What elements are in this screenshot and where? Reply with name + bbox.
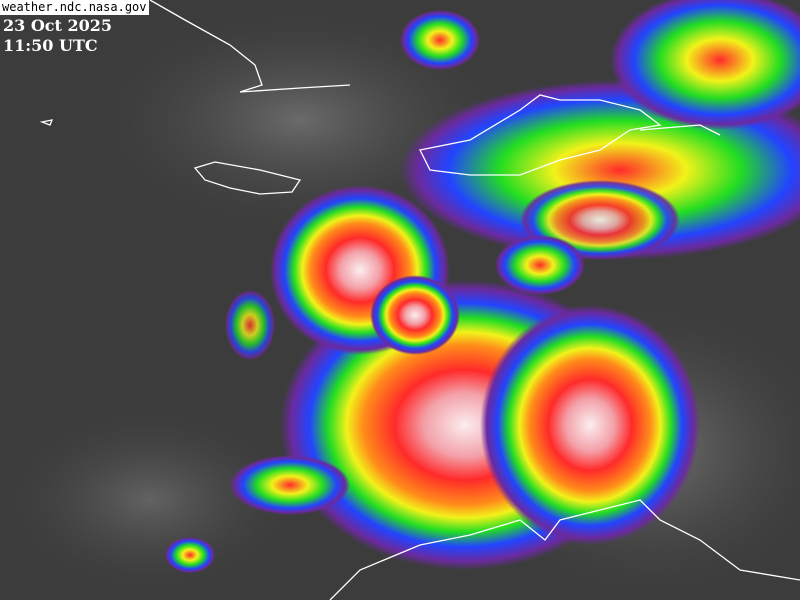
coastlines: [39, 0, 800, 600]
date-label: 23 Oct 2025: [3, 16, 113, 35]
time-label: 11:50 UTC: [3, 36, 98, 55]
source-label: weather.ndc.nasa.gov: [0, 0, 149, 15]
storm-cell-east: [480, 305, 700, 545]
